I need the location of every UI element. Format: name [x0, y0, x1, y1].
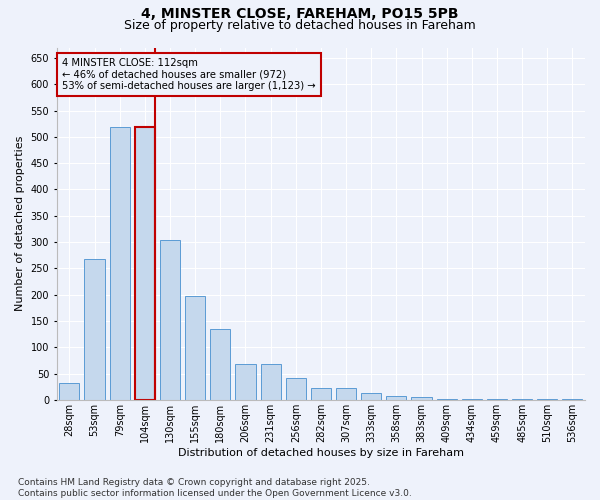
Bar: [59, 384, 79, 400]
Bar: [361, 393, 381, 400]
Bar: [462, 398, 482, 400]
Text: Contains HM Land Registry data © Crown copyright and database right 2025.
Contai: Contains HM Land Registry data © Crown c…: [18, 478, 412, 498]
Bar: [110, 127, 130, 400]
X-axis label: Distribution of detached houses by size in Fareham: Distribution of detached houses by size …: [178, 448, 464, 458]
Bar: [412, 396, 431, 400]
Bar: [437, 398, 457, 400]
Bar: [210, 330, 230, 400]
Bar: [135, 127, 155, 400]
Bar: [286, 378, 306, 400]
Text: 4, MINSTER CLOSE, FAREHAM, PO15 5PB: 4, MINSTER CLOSE, FAREHAM, PO15 5PB: [141, 8, 459, 22]
Y-axis label: Number of detached properties: Number of detached properties: [15, 136, 25, 312]
Bar: [336, 388, 356, 400]
Text: Size of property relative to detached houses in Fareham: Size of property relative to detached ho…: [124, 19, 476, 32]
Bar: [160, 240, 180, 400]
Bar: [386, 396, 406, 400]
Bar: [185, 296, 205, 400]
Bar: [235, 364, 256, 400]
Bar: [260, 364, 281, 400]
Bar: [311, 388, 331, 400]
Text: 4 MINSTER CLOSE: 112sqm
← 46% of detached houses are smaller (972)
53% of semi-d: 4 MINSTER CLOSE: 112sqm ← 46% of detache…: [62, 58, 316, 92]
Bar: [85, 260, 104, 400]
